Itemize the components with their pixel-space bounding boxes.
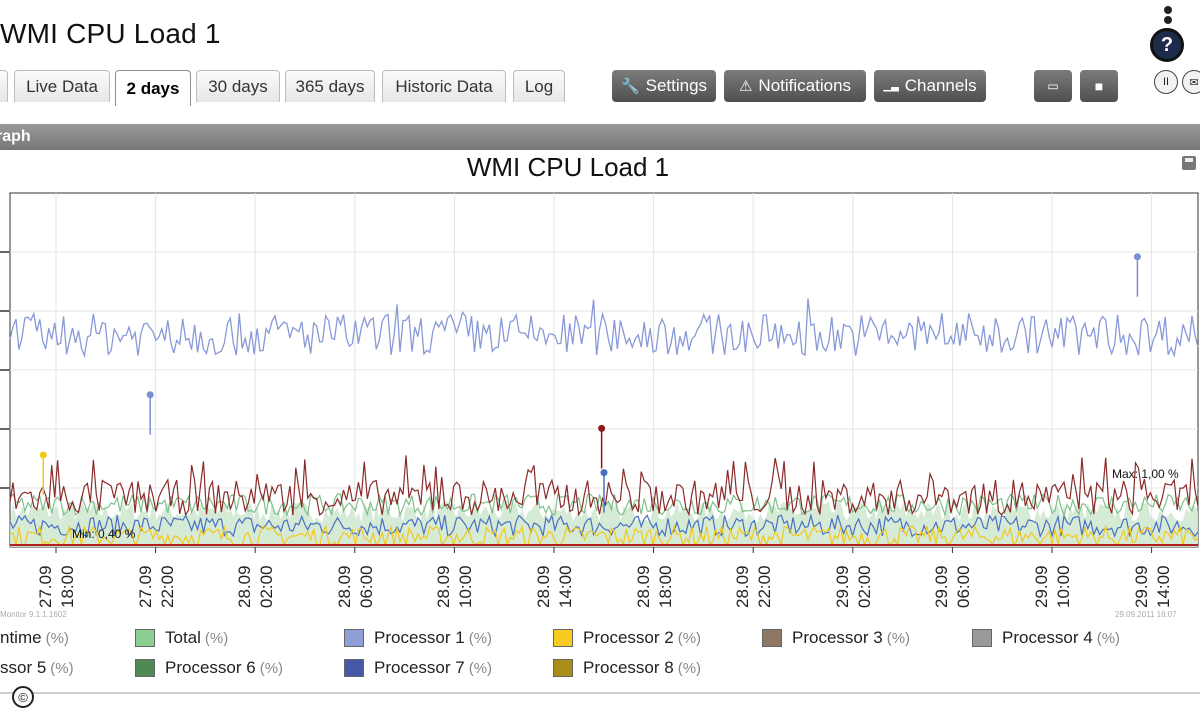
x-tick-label: 28.09 (434, 565, 454, 608)
x-tick-label: 06:00 (357, 565, 377, 608)
legend-item[interactable]: Processor 4 (%) (972, 628, 1120, 648)
legend-swatch (762, 629, 782, 647)
legend-item[interactable]: Processor 2 (%) (553, 628, 701, 648)
min-marker-processor-1 (147, 391, 154, 398)
max-annotation: Max: 1,00 % (1112, 467, 1179, 481)
y-axis-ticks (0, 252, 10, 488)
x-tick-label: 29.09 (833, 565, 853, 608)
x-tick-label: 14:00 (1154, 565, 1174, 608)
bottom-divider (0, 692, 1200, 694)
x-tick-label: 28.09 (733, 565, 753, 608)
footer-version: Monitor 9.1.1.1602 (0, 610, 67, 619)
cpu-load-chart (0, 0, 1200, 620)
legend-swatch (553, 629, 573, 647)
x-tick-label: 28.09 (335, 565, 355, 608)
x-tick-label: 14:00 (556, 565, 576, 608)
x-tick-label: 29.09 (932, 565, 952, 608)
x-tick-label: 29.09 (1032, 565, 1052, 608)
max-marker-processor-1 (1134, 253, 1141, 260)
max-marker-processor-2 (40, 451, 47, 458)
legend: ntime (%) Total (%) Processor 1 (%) Process… (0, 620, 1200, 686)
legend-swatch (135, 659, 155, 677)
x-tick-label: 28.09 (534, 565, 554, 608)
x-tick-label: 18:00 (656, 565, 676, 608)
x-tick-label: 10:00 (456, 565, 476, 608)
x-tick-label: 28.09 (634, 565, 654, 608)
x-tick-label: 06:00 (954, 565, 974, 608)
x-tick-label: 02:00 (855, 565, 875, 608)
max-marker-processor-7 (601, 469, 608, 476)
x-tick-label: 27.09 (136, 565, 156, 608)
legend-item[interactable]: Processor 8 (%) (553, 658, 701, 678)
legend-item[interactable]: Processor 6 (%) (135, 658, 283, 678)
legend-item[interactable]: Processor 3 (%) (762, 628, 910, 648)
legend-swatch (135, 629, 155, 647)
x-tick-label: 10:00 (1054, 565, 1074, 608)
legend-swatch (972, 629, 992, 647)
legend-item[interactable]: Processor 1 (%) (344, 628, 492, 648)
legend-swatch (344, 659, 364, 677)
legend-swatch (553, 659, 573, 677)
x-tick-label: 27.09 (36, 565, 56, 608)
legend-item[interactable]: Total (%) (135, 628, 228, 648)
legend-swatch (344, 629, 364, 647)
x-tick-label: 22:00 (158, 565, 178, 608)
x-tick-label: 18:00 (58, 565, 78, 608)
legend-item[interactable]: Processor 7 (%) (344, 658, 492, 678)
x-tick-label: 29.09 (1132, 565, 1152, 608)
footer-timestamp: 29.09.2011 16:07 (1115, 610, 1177, 619)
min-annotation: Min: 0,40 % (72, 527, 135, 541)
x-tick-label: 28.09 (235, 565, 255, 608)
legend-item[interactable]: ntime (%) (0, 628, 69, 648)
copyright-icon: © (12, 686, 34, 708)
x-tick-label: 22:00 (755, 565, 775, 608)
max-marker-processor-3 (598, 425, 605, 432)
legend-item[interactable]: ssor 5 (%) (0, 658, 74, 678)
x-tick-label: 02:00 (257, 565, 277, 608)
